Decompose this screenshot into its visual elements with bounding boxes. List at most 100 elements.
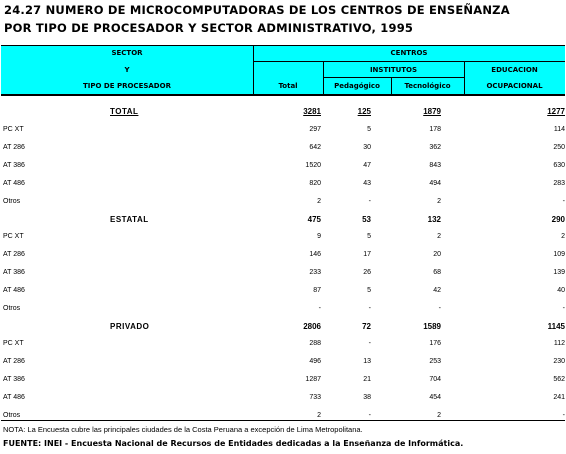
cell-pedagogico: - xyxy=(368,305,371,312)
cell-total: 146 xyxy=(309,251,321,258)
header-divider xyxy=(253,46,254,94)
table-row: AT 486 820 43 494 283 xyxy=(0,178,566,190)
cell-pedagogico: - xyxy=(368,198,371,205)
cell-educacion: 230 xyxy=(553,358,565,365)
cell-total: 288 xyxy=(309,340,321,347)
cell-tecnologico: 494 xyxy=(429,180,441,187)
row-label: AT 286 xyxy=(3,358,25,365)
row-label: AT 486 xyxy=(3,287,25,294)
cell-total: 2 xyxy=(317,198,321,205)
cell-pedagogico: 38 xyxy=(363,394,371,401)
cell-educacion: 283 xyxy=(553,180,565,187)
cell-tecnologico: 176 xyxy=(429,340,441,347)
row-label: Otros xyxy=(3,305,21,312)
row-label: TOTAL xyxy=(110,107,139,116)
table-title-line-1: 24.27 NUMERO DE MICROCOMPUTADORAS DE LOS… xyxy=(4,3,510,17)
cell-tecnologico: 178 xyxy=(429,126,441,133)
cell-educacion: 2 xyxy=(561,233,565,240)
cell-educacion: 109 xyxy=(553,251,565,258)
table-row: ESTATAL 475 53 132 290 xyxy=(0,214,566,226)
cell-pedagogico: 5 xyxy=(367,287,371,294)
cell-tecnologico: 20 xyxy=(433,251,441,258)
cell-pedagogico: 26 xyxy=(363,269,371,276)
cell-tecnologico: 843 xyxy=(429,162,441,169)
table-row: PRIVADO 2806 72 1589 1145 xyxy=(0,321,566,333)
cell-total: 1287 xyxy=(305,376,321,383)
header-institutos: INSTITUTOS xyxy=(369,66,418,74)
row-label: AT 386 xyxy=(3,162,25,169)
table-row: Otros 2 - 2 - xyxy=(0,196,566,208)
header-sector: SECTOR xyxy=(111,49,143,57)
cell-educacion: 114 xyxy=(553,126,565,133)
table-row: PC XT 9 5 2 2 xyxy=(0,231,566,243)
cell-tecnologico: 1879 xyxy=(423,107,441,116)
row-label: PC XT xyxy=(3,126,24,133)
row-label: PC XT xyxy=(3,233,24,240)
row-label: AT 386 xyxy=(3,376,25,383)
cell-total: 820 xyxy=(309,180,321,187)
cell-total: 733 xyxy=(309,394,321,401)
cell-pedagogico: 21 xyxy=(363,376,371,383)
cell-total: 87 xyxy=(313,287,321,294)
header-ocupacional: OCUPACIONAL xyxy=(486,82,543,90)
cell-educacion: 1145 xyxy=(547,322,565,331)
header-tecnologico: Tecnológico xyxy=(404,82,451,90)
header-divider xyxy=(464,62,465,94)
row-label: AT 286 xyxy=(3,251,25,258)
table-row: AT 486 733 38 454 241 xyxy=(0,392,566,404)
table-row: AT 286 642 30 362 250 xyxy=(0,142,566,154)
cell-pedagogico: 53 xyxy=(362,215,371,224)
cell-tecnologico: 1589 xyxy=(423,322,441,331)
cell-total: 2806 xyxy=(303,322,321,331)
cell-total: 9 xyxy=(317,233,321,240)
table-source: FUENTE: INEI - Encuesta Nacional de Recu… xyxy=(3,439,464,448)
row-label: PRIVADO xyxy=(110,322,150,331)
table-row: AT 386 1520 47 843 630 xyxy=(0,160,566,172)
cell-tecnologico: 42 xyxy=(433,287,441,294)
cell-tecnologico: 362 xyxy=(429,144,441,151)
table-row: AT 386 233 26 68 139 xyxy=(0,267,566,279)
cell-total: 642 xyxy=(309,144,321,151)
cell-educacion: - xyxy=(562,412,565,419)
row-label: AT 286 xyxy=(3,144,25,151)
table-row: PC XT 297 5 178 114 xyxy=(0,124,566,136)
table-row: AT 486 87 5 42 40 xyxy=(0,285,566,297)
row-label: PC XT xyxy=(3,340,24,347)
cell-tecnologico: 2 xyxy=(437,233,441,240)
cell-pedagogico: 43 xyxy=(363,180,371,187)
cell-educacion: 1277 xyxy=(547,107,565,116)
cell-educacion: 40 xyxy=(557,287,565,294)
header-tipo-procesador: TIPO DE PROCESADOR xyxy=(83,82,171,90)
table-row: Otros - - - - xyxy=(0,303,566,315)
row-label: ESTATAL xyxy=(110,215,149,224)
table-row: AT 286 496 13 253 230 xyxy=(0,356,566,368)
cell-pedagogico: - xyxy=(368,340,371,347)
table-title-line-2: POR TIPO DE PROCESADOR Y SECTOR ADMINIST… xyxy=(4,21,414,35)
cell-educacion: 290 xyxy=(551,215,565,224)
header-y: Y xyxy=(124,66,130,74)
row-label: AT 486 xyxy=(3,394,25,401)
cell-educacion: 250 xyxy=(553,144,565,151)
cell-tecnologico: 132 xyxy=(427,215,441,224)
header-educacion: EDUCACION xyxy=(491,66,538,74)
row-label: AT 486 xyxy=(3,180,25,187)
cell-educacion: 241 xyxy=(553,394,565,401)
cell-educacion: 139 xyxy=(553,269,565,276)
cell-pedagogico: 72 xyxy=(362,322,371,331)
row-label: AT 386 xyxy=(3,269,25,276)
cell-tecnologico: 253 xyxy=(429,358,441,365)
cell-tecnologico: 2 xyxy=(437,198,441,205)
cell-total: - xyxy=(318,305,321,312)
cell-pedagogico: 47 xyxy=(363,162,371,169)
table-row: Otros 2 - 2 - xyxy=(0,410,566,422)
cell-total: 3281 xyxy=(303,107,321,116)
table-row: AT 386 1287 21 704 562 xyxy=(0,374,566,386)
header-pedagogico: Pedagógico xyxy=(334,82,380,90)
row-label: Otros xyxy=(3,412,21,419)
header-divider xyxy=(253,61,565,62)
cell-total: 475 xyxy=(307,215,321,224)
cell-educacion: 630 xyxy=(553,162,565,169)
cell-educacion: 112 xyxy=(553,340,565,347)
cell-pedagogico: 5 xyxy=(367,233,371,240)
cell-total: 297 xyxy=(309,126,321,133)
